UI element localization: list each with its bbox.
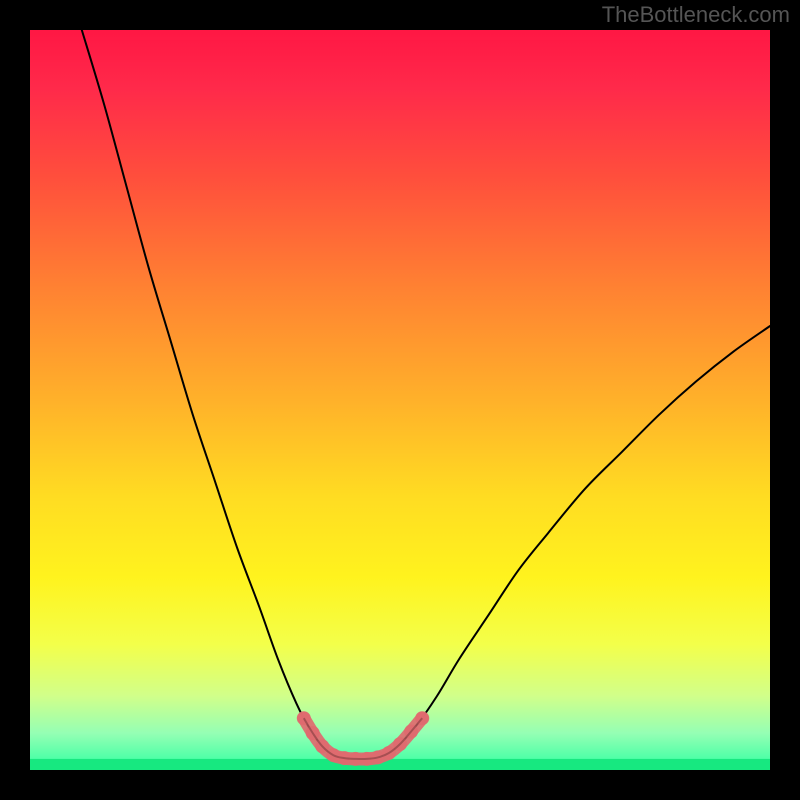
gradient-background <box>30 30 770 770</box>
bottom-band <box>30 759 770 770</box>
watermark-text: TheBottleneck.com <box>602 2 790 28</box>
plot-svg <box>0 0 800 800</box>
chart-root: TheBottleneck.com <box>0 0 800 800</box>
